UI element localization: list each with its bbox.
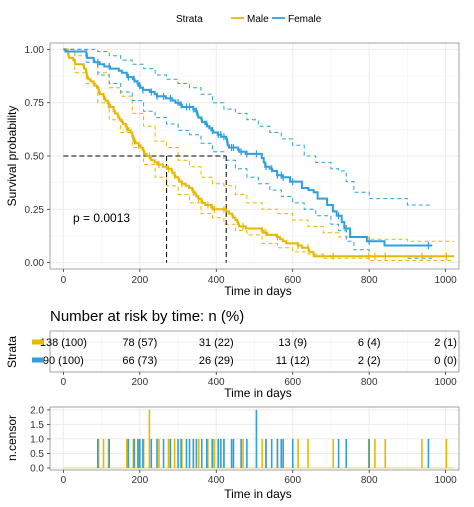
- risk-cell-female: 11 (12): [276, 355, 310, 367]
- risk-table-title: Number at risk by time: n (%): [50, 308, 244, 325]
- km-ci-lower-female: [63, 48, 433, 259]
- km-ci-lower-male: [63, 48, 454, 261]
- risk-table-x-axis-title: Time in days: [224, 386, 292, 400]
- p-value-annotation: p = 0.0013: [73, 211, 130, 225]
- risk-strata-key-male: [32, 339, 44, 345]
- risk-table: Number at risk by time: n (%) 138 (100) 7…: [5, 308, 460, 400]
- censor-x-tick-label: 200: [131, 475, 148, 486]
- risk-cell-male: 13 (9): [278, 337, 307, 349]
- km-y-tick-label: 1.00: [25, 45, 45, 56]
- km-x-tick-label: 0: [61, 275, 67, 286]
- censor-plot-x-axis-title: Time in days: [224, 487, 292, 501]
- risk-cell-male: 78 (57): [122, 337, 157, 349]
- km-x-ticks: 0 200 400 600 800 1000: [61, 269, 457, 286]
- km-gridlines: [50, 43, 459, 269]
- risk-cell-male: 2 (1): [434, 337, 457, 349]
- censor-x-tick-label: 0: [61, 475, 67, 486]
- risk-table-gridlines: [50, 331, 459, 372]
- risk-table-x-ticks: 0 200 400 600 800 1000: [61, 372, 457, 388]
- censor-x-tick-label: 1000: [434, 475, 457, 486]
- censor-plot-frame: [49, 406, 460, 471]
- risk-cell-male: 6 (4): [358, 337, 381, 349]
- risk-cell-female: 26 (29): [199, 355, 234, 367]
- risk-strata-key-female: [32, 357, 44, 363]
- km-confidence-bands: [63, 48, 454, 261]
- censor-x-tick-label: 800: [361, 475, 378, 486]
- km-x-axis-title: Time in days: [224, 284, 292, 298]
- km-x-tick-label: 200: [131, 275, 148, 286]
- km-curve-female: [63, 48, 433, 247]
- risk-cell-female: 90 (100): [43, 355, 84, 367]
- risk-x-tick-label: 400: [208, 377, 225, 388]
- legend: Strata Male Female: [176, 14, 322, 25]
- km-y-tick-label: 0.25: [25, 205, 45, 216]
- km-median-lines: [63, 155, 227, 263]
- risk-cell-female: 66 (73): [122, 355, 157, 367]
- km-y-tick-label: 0.00: [25, 258, 45, 269]
- km-censor-marks: [97, 58, 447, 260]
- risk-cell-female: 0 (0): [434, 355, 457, 367]
- km-y-tick-label: 0.50: [25, 152, 45, 163]
- risk-cell-male: 138 (100): [40, 337, 87, 349]
- risk-x-tick-label: 800: [361, 377, 378, 388]
- risk-x-tick-label: 600: [284, 377, 301, 388]
- risk-cell-male: 31 (22): [199, 337, 234, 349]
- risk-table-strata-keys: [32, 339, 44, 363]
- legend-title: Strata: [176, 14, 203, 25]
- risk-x-tick-label: 0: [61, 377, 67, 388]
- km-x-tick-label: 400: [208, 275, 225, 286]
- km-plot: 0.00 0.25 0.50 0.75 1.00 0 200 400 600 800 1000 T…: [5, 42, 460, 298]
- km-x-tick-label: 800: [361, 275, 378, 286]
- censor-y-tick-label: 0.0: [30, 463, 44, 474]
- censor-y-tick-label: 2.0: [30, 405, 44, 416]
- legend-female-label: Female: [288, 14, 322, 25]
- censor-y-tick-label: 1.5: [30, 420, 44, 431]
- censor-plot-y-axis-title: n.censor: [5, 415, 19, 461]
- censor-x-tick-label: 400: [208, 475, 225, 486]
- km-y-tick-label: 0.75: [25, 98, 45, 109]
- km-ci-upper-male: [63, 48, 454, 242]
- km-y-ticks: 0.00 0.25 0.50 0.75 1.00: [25, 45, 50, 269]
- censor-y-tick-label: 0.5: [30, 449, 44, 460]
- censor-plot: 0.0 0.5 1.0 1.5 2.0 0 200 400 600 800 1000 Time i…: [5, 405, 460, 501]
- risk-table-y-axis-title: Strata: [5, 336, 19, 368]
- censor-plot-y-ticks: 0.0 0.5 1.0 1.5 2.0: [30, 405, 50, 474]
- censor-plot-x-ticks: 0 200 400 600 800 1000: [61, 470, 457, 486]
- censor-y-tick-label: 1.0: [30, 434, 44, 445]
- km-y-axis-title: Survival probability: [5, 106, 19, 207]
- risk-table-cells: 138 (100) 78 (57) 31 (22) 13 (9) 6 (4) 2 (1) 9…: [40, 337, 457, 367]
- risk-x-tick-label: 200: [131, 377, 148, 388]
- km-x-tick-label: 600: [284, 275, 301, 286]
- censor-plot-gridlines: [50, 407, 459, 470]
- km-x-tick-label: 1000: [434, 275, 457, 286]
- censor-x-tick-label: 600: [284, 475, 301, 486]
- risk-x-tick-label: 1000: [434, 377, 457, 388]
- censor-plot-bars: [63, 409, 455, 469]
- risk-cell-female: 2 (2): [358, 355, 381, 367]
- risk-table-frame: [49, 330, 460, 373]
- legend-male-label: Male: [247, 14, 269, 25]
